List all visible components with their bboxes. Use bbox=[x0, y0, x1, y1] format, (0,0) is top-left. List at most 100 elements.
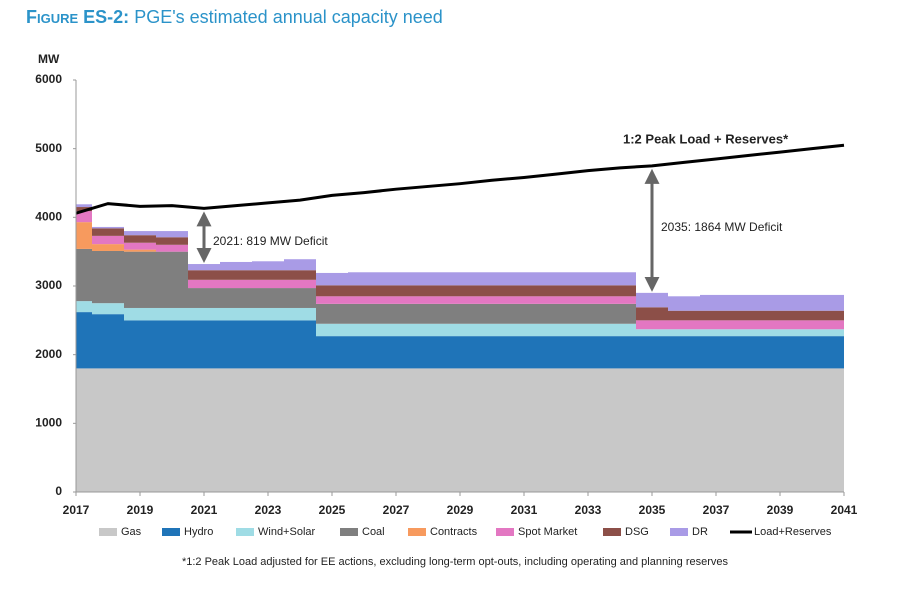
area-segment bbox=[540, 285, 572, 297]
area-segment bbox=[156, 237, 188, 245]
area-segment bbox=[572, 336, 604, 369]
legend-swatch bbox=[408, 528, 426, 536]
area-segment bbox=[540, 272, 572, 286]
area-segment bbox=[732, 336, 764, 369]
legend-item: Coal bbox=[340, 526, 385, 538]
area-segment bbox=[76, 204, 92, 208]
load-line bbox=[75, 143, 845, 215]
area-segment bbox=[380, 303, 412, 324]
legend-swatch bbox=[162, 528, 180, 536]
legend-swatch bbox=[496, 528, 514, 536]
area-segment bbox=[220, 288, 252, 308]
legend-label: Contracts bbox=[430, 526, 478, 538]
area-segment bbox=[764, 320, 796, 330]
legend-swatch bbox=[236, 528, 254, 536]
area-segment bbox=[316, 296, 348, 304]
area-segment bbox=[572, 285, 604, 297]
area-segment bbox=[508, 336, 540, 369]
area-segment bbox=[508, 368, 540, 492]
area-segment bbox=[380, 323, 412, 337]
area-segment bbox=[348, 323, 380, 337]
area-segment bbox=[92, 314, 124, 369]
area-segment bbox=[476, 303, 508, 324]
area-segment bbox=[444, 336, 476, 369]
area-segment bbox=[76, 211, 92, 223]
area-segment bbox=[316, 323, 348, 337]
area-segment bbox=[92, 368, 124, 492]
area-segment bbox=[348, 368, 380, 492]
area-segment bbox=[828, 320, 844, 330]
area-segment bbox=[668, 368, 700, 492]
area-segment bbox=[604, 323, 636, 337]
area-segment bbox=[476, 272, 508, 286]
area-segment bbox=[636, 307, 668, 321]
area-segment bbox=[380, 336, 412, 369]
area-segment bbox=[796, 294, 828, 311]
x-tick-label: 2037 bbox=[703, 503, 730, 517]
area-segment bbox=[508, 323, 540, 337]
area-segment bbox=[124, 320, 156, 369]
area-segment bbox=[732, 368, 764, 492]
area-segment bbox=[700, 310, 732, 321]
area-segment bbox=[412, 368, 444, 492]
legend-label: Spot Market bbox=[518, 526, 577, 538]
area-segment bbox=[316, 336, 348, 369]
area-segment bbox=[508, 285, 540, 297]
area-segment bbox=[828, 329, 844, 337]
area-segment bbox=[508, 272, 540, 286]
area-segment bbox=[252, 288, 284, 308]
area-segment bbox=[284, 307, 316, 321]
area-segment bbox=[764, 368, 796, 492]
area-segment bbox=[348, 296, 380, 304]
area-segment bbox=[316, 285, 348, 297]
area-segment bbox=[220, 307, 252, 321]
area-segment bbox=[796, 336, 828, 369]
legend-item: Gas bbox=[99, 526, 142, 538]
title-text: PGE's estimated annual capacity need bbox=[134, 7, 443, 27]
area-segment bbox=[156, 320, 188, 369]
legend-label: Coal bbox=[362, 526, 385, 538]
area-segment bbox=[252, 368, 284, 492]
area-segment bbox=[604, 336, 636, 369]
area-segment bbox=[764, 310, 796, 321]
area-segment bbox=[92, 226, 124, 229]
area-segment bbox=[508, 296, 540, 304]
area-segment bbox=[444, 368, 476, 492]
area-segment bbox=[188, 270, 220, 280]
legend-item: Contracts bbox=[408, 526, 478, 538]
area-segment bbox=[188, 368, 220, 492]
area-segment bbox=[412, 272, 444, 286]
area-segment bbox=[92, 250, 124, 304]
area-segment bbox=[252, 279, 284, 289]
area-segment bbox=[636, 368, 668, 492]
area-segment bbox=[476, 285, 508, 297]
area-segment bbox=[732, 329, 764, 337]
area-segment bbox=[252, 320, 284, 369]
y-tick-label: 1000 bbox=[35, 416, 62, 430]
area-segment bbox=[76, 207, 92, 212]
x-tick-label: 2029 bbox=[447, 503, 474, 517]
area-segment bbox=[636, 292, 668, 308]
area-segment bbox=[380, 368, 412, 492]
area-segment bbox=[668, 296, 700, 311]
area-segment bbox=[76, 248, 92, 302]
legend-swatch bbox=[340, 528, 358, 536]
area-segment bbox=[156, 231, 188, 238]
area-segment bbox=[348, 336, 380, 369]
area-segment bbox=[348, 285, 380, 297]
axes: 0 1000 2000 3000 4000 5000 6000 2017 2019 2021 202… bbox=[35, 72, 857, 517]
area-segment bbox=[188, 307, 220, 321]
area-segment bbox=[220, 368, 252, 492]
area-segment bbox=[284, 279, 316, 289]
x-tick-label: 2021 bbox=[191, 503, 218, 517]
legend-label: DSG bbox=[625, 526, 649, 538]
area-segment bbox=[444, 296, 476, 304]
x-tick-label: 2017 bbox=[63, 503, 90, 517]
area-segment bbox=[796, 320, 828, 330]
legend-item: DR bbox=[670, 526, 708, 538]
area-segment bbox=[828, 294, 844, 311]
area-segment bbox=[412, 303, 444, 324]
area-segment bbox=[316, 303, 348, 324]
area-segment bbox=[540, 303, 572, 324]
